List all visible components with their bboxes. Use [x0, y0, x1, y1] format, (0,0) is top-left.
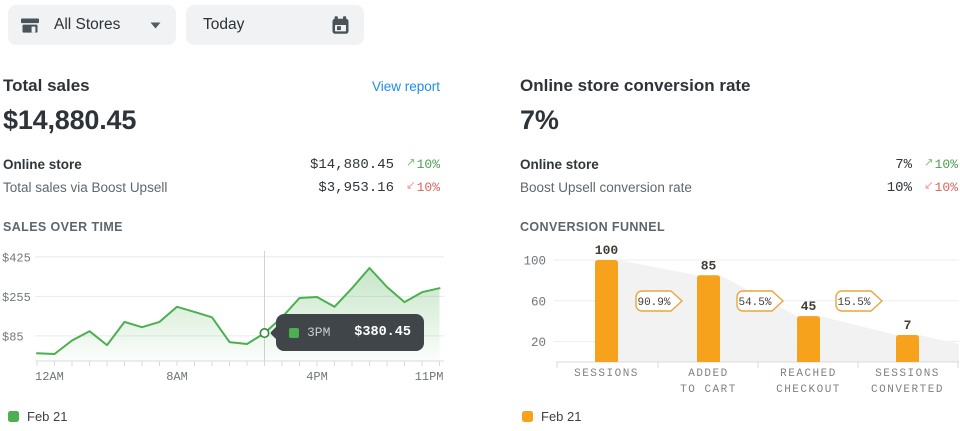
- funnel-bar[interactable]: [797, 316, 820, 362]
- view-report-link[interactable]: View report: [371, 79, 440, 94]
- metric-row-online-store: Online store 7% ↗ 10%: [520, 153, 958, 176]
- y-axis-label: 20: [531, 336, 546, 350]
- y-axis-label: $425: [2, 251, 31, 265]
- funnel-bar[interactable]: [896, 335, 919, 362]
- conversion-badge: 90.9%: [635, 290, 684, 312]
- sales-line[interactable]: [36, 267, 441, 355]
- funnel-bar-value: 7: [904, 318, 912, 333]
- chart-tooltip: 3PM $380.45: [276, 314, 424, 351]
- tooltip-series-swatch: [289, 327, 299, 338]
- trend-chip: ↗ 10%: [923, 155, 958, 172]
- store-selector-label: All Stores: [54, 16, 121, 33]
- trend-up-icon: ↗: [405, 155, 416, 169]
- funnel-category-label: REACHED: [780, 368, 837, 380]
- tooltip-time: 3PM: [307, 325, 331, 340]
- metric-row-boost-upsell: Total sales via Boost Upsell $3,953.16 ↙…: [3, 176, 440, 199]
- metric-row-boost-upsell: Boost Upsell conversion rate 10% ↙ 10%: [520, 176, 958, 199]
- conversion-title: Online store conversion rate: [520, 76, 751, 95]
- x-axis-label: 11PM: [415, 370, 444, 384]
- legend-swatch-green: [8, 411, 19, 422]
- store-icon: [19, 15, 41, 35]
- trend-down-icon: ↙: [405, 178, 416, 192]
- conversion-badge: 54.5%: [736, 290, 785, 312]
- conversion-badge: 15.5%: [835, 290, 884, 312]
- calendar-icon: [330, 15, 351, 36]
- metric-label: Online store: [3, 157, 82, 172]
- metric-label: Boost Upsell conversion rate: [520, 180, 692, 195]
- metric-row-online-store: Online store $14,880.45 ↗ 10%: [3, 153, 440, 176]
- date-selector-label: Today: [203, 16, 245, 33]
- conversion-badge-shape: [736, 290, 785, 312]
- x-axis-label: 8AM: [166, 370, 188, 384]
- y-axis-label: $255: [2, 291, 31, 305]
- funnel-category-label: SESSIONS: [574, 368, 639, 380]
- legend-swatch-orange: [522, 411, 533, 422]
- legend-label: Feb 21: [27, 409, 68, 424]
- conversion-badge-shape: [835, 290, 884, 312]
- conversion-funnel-chart: 100 60 20 100 85 45 7 90.9% 54.5% 15.5% SESSIONS AD…: [523, 243, 959, 396]
- conversion-badge-shape: [635, 290, 684, 312]
- funnel-bar-value: 45: [801, 299, 817, 314]
- trend-chip: ↗ 10%: [405, 155, 440, 172]
- metric-label: Online store: [520, 157, 599, 172]
- funnel-category-label: SESSIONS: [875, 368, 940, 380]
- total-sales-value: $14,880.45: [3, 105, 137, 135]
- store-selector[interactable]: All Stores: [8, 5, 176, 45]
- legend-label: Feb 21: [541, 409, 582, 424]
- y-axis-label: 100: [523, 255, 546, 269]
- funnel-bar-value: 85: [701, 258, 717, 273]
- funnel-bar[interactable]: [595, 260, 618, 362]
- x-axis-label: 4PM: [306, 370, 328, 384]
- funnel-legend: Feb 21: [522, 409, 581, 424]
- funnel-bar[interactable]: [697, 275, 720, 362]
- metric-value: $14,880.45: [309, 156, 394, 173]
- metric-value: 7%: [895, 156, 912, 173]
- trend-chip: ↙ 10%: [405, 178, 440, 195]
- conversion-badge-label: 15.5%: [837, 297, 870, 309]
- conversion-funnel-heading: CONVERSION FUNNEL: [520, 220, 666, 234]
- conversion-badge-label: 54.5%: [738, 297, 771, 309]
- metric-label: Total sales via Boost Upsell: [3, 180, 168, 195]
- sales-legend: Feb 21: [8, 409, 67, 424]
- conversion-badge-label: 90.9%: [637, 297, 670, 309]
- trend-chip: ↙ 10%: [923, 178, 958, 195]
- x-axis-label: 12AM: [35, 370, 64, 384]
- y-axis-label: $85: [2, 330, 24, 344]
- funnel-category-label: CHECKOUT: [776, 384, 841, 396]
- date-selector[interactable]: Today: [186, 5, 364, 45]
- trend-down-icon: ↙: [923, 178, 934, 192]
- trend-up-icon: ↗: [923, 155, 934, 169]
- funnel-category-label: TO CART: [680, 384, 737, 396]
- chevron-down-icon: [150, 22, 161, 29]
- funnel-category-label: CONVERTED: [871, 384, 944, 396]
- conversion-value: 7%: [520, 105, 559, 135]
- metric-value: 10%: [886, 179, 912, 196]
- hover-marker[interactable]: [259, 328, 270, 339]
- metric-value: $3,953.16: [318, 179, 394, 196]
- sales-over-time-heading: SALES OVER TIME: [3, 220, 123, 234]
- tooltip-value: $380.45: [354, 325, 411, 340]
- y-axis-label: 60: [531, 295, 546, 309]
- funnel-category-label: ADDED: [688, 368, 729, 380]
- funnel-bar-value: 100: [595, 243, 619, 258]
- total-sales-title: Total sales: [3, 76, 90, 95]
